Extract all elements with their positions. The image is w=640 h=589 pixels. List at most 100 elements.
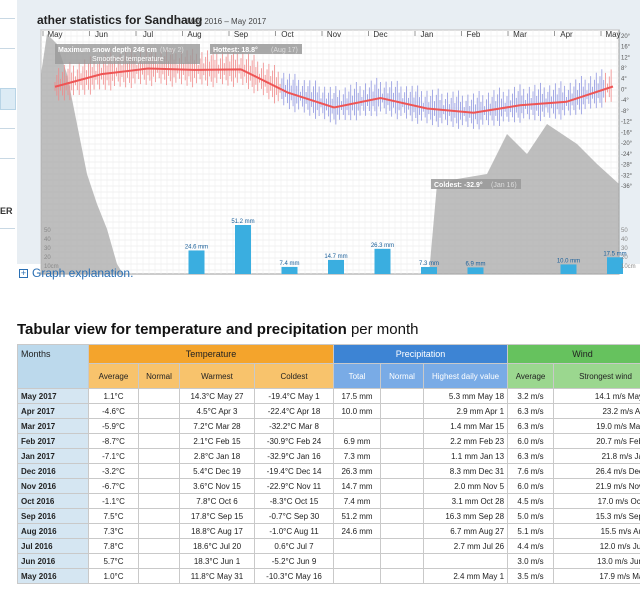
value-cell: 18.6°C Jul 20 (179, 538, 255, 554)
month-cell: Apr 2017 (17, 403, 89, 419)
value-cell: 24.6 mm (333, 523, 382, 539)
temperature-tick: 20° (621, 34, 631, 40)
table-row: Mar 2017 -5.9°C 7.2°C Mar 28 -32.2°C Mar 8 1… (17, 418, 640, 434)
month-label: Feb (467, 30, 481, 39)
sidebar-divider (0, 18, 15, 19)
sidebar-selected-item[interactable] (0, 88, 16, 110)
temperature-tick: -32° (621, 173, 633, 179)
precipitation-label: 7.4 mm (279, 261, 299, 267)
month-label: Apr (560, 30, 573, 39)
value-cell: -5.9°C (88, 418, 139, 434)
value-cell: 2.4 mm May 1 (423, 568, 509, 584)
table-row: Jun 2016 5.7°C 18.3°C Jun 1 -5.2°C Jun 9 3.0… (17, 553, 640, 569)
table-row: Jan 2017 -7.1°C 2.8°C Jan 18 -32.9°C Jan 16… (17, 448, 640, 464)
value-cell (138, 448, 180, 464)
value-cell: 4.5 m/s (507, 493, 555, 509)
value-cell (138, 463, 180, 479)
value-cell (333, 568, 382, 584)
value-cell (380, 538, 425, 554)
value-cell: 2.7 mm Jul 26 (423, 538, 509, 554)
value-cell (138, 553, 180, 569)
value-cell (380, 508, 425, 524)
value-cell (380, 448, 425, 464)
month-cell: Aug 2016 (17, 523, 89, 539)
value-cell: 8.3 mm Dec 31 (423, 463, 509, 479)
temperature-tick: -16° (621, 130, 633, 136)
value-cell: 17.8°C Sep 15 (179, 508, 255, 524)
precipitation-label: 26.3 mm (371, 243, 394, 249)
sidebar-divider (0, 128, 15, 129)
value-cell: 3.6°C Nov 15 (179, 478, 255, 494)
value-cell (380, 478, 425, 494)
value-cell (333, 538, 382, 554)
value-cell: 14.1 m/s May 16 (553, 388, 640, 404)
value-cell: 6.3 m/s (507, 418, 555, 434)
value-cell: -22.4°C Apr 18 (253, 403, 335, 419)
value-cell (333, 553, 382, 569)
sidebar-divider (0, 228, 15, 229)
graph-explanation-link[interactable]: + Graph explanation. (19, 266, 133, 280)
month-axis: May Jun Jul Aug Sep Oct Nov Dec Jan Feb Mar Apr May (42, 30, 621, 39)
value-cell (138, 493, 180, 509)
month-cell: Nov 2016 (17, 478, 89, 494)
max-snow-date: (May 2) (160, 47, 184, 54)
month-cell: Oct 2016 (17, 493, 89, 509)
table-title: Tabular view for temperature and precipi… (17, 321, 419, 338)
value-cell: 17.9 m/s May 2 (553, 568, 640, 584)
value-cell: 0.6°C Jul 7 (253, 538, 335, 554)
chart-title: ather statistics for Sandhaug (37, 13, 202, 27)
value-cell: 7.3 mm (333, 448, 382, 464)
value-cell: -8.3°C Oct 15 (253, 493, 335, 509)
value-cell (380, 418, 425, 434)
month-cell: Feb 2017 (17, 433, 89, 449)
value-cell: -10.3°C May 16 (253, 568, 335, 584)
value-cell: 3.2 m/s (507, 388, 555, 404)
value-cell (380, 433, 425, 449)
value-cell: -5.2°C Jun 9 (253, 553, 335, 569)
value-cell: -4.6°C (88, 403, 139, 419)
value-cell: 19.0 m/s Mar 14 (553, 418, 640, 434)
snow-depth-tick: 40 (621, 237, 628, 243)
temperature-tick: 12° (621, 55, 631, 61)
max-snow-label: Maximum snow depth 246 cm (58, 47, 157, 54)
value-cell: 2.1°C Feb 15 (179, 433, 255, 449)
temp-warmest-header: Warmest (179, 363, 255, 389)
precipitation-label: 51.2 mm (231, 219, 254, 225)
value-cell: 15.3 m/s Sep 29 (553, 508, 640, 524)
month-label: May (47, 30, 62, 39)
precipitation-label: 7.3 mm (419, 261, 439, 267)
value-cell: 1.0°C (88, 568, 139, 584)
temperature-tick: 16° (621, 45, 631, 51)
temperature-tick: -24° (621, 152, 633, 158)
table-row: Dec 2016 -3.2°C 5.4°C Dec 19 -19.4°C Dec 14… (17, 463, 640, 479)
value-cell: -19.4°C Dec 14 (253, 463, 335, 479)
month-label: Aug (187, 30, 201, 39)
monthly-statistics-table: Months Temperature Precipitation Wind Av… (17, 344, 640, 584)
table-row: Nov 2016 -6.7°C 3.6°C Nov 15 -22.9°C Nov 11… (17, 478, 640, 494)
month-label: Dec (373, 30, 387, 39)
month-label: Sep (234, 30, 249, 39)
precipitation-axis: 50 50 40 40 30 30 20 20 10cm 10cm (44, 228, 636, 270)
value-cell (138, 418, 180, 434)
precipitation-label: 6.9 mm (465, 261, 485, 267)
value-cell: 7.6 m/s (507, 463, 555, 479)
value-cell: 14.7 mm (333, 478, 382, 494)
wind-header: Wind (507, 344, 640, 364)
table-title-bold: Tabular view for temperature and precipi… (17, 321, 347, 338)
value-cell (138, 538, 180, 554)
table-row: Apr 2017 -4.6°C 4.5°C Apr 3 -22.4°C Apr 18 1… (17, 403, 640, 419)
temperature-axis: 20° 16° 12° 8° 4° 0° -4° -8° -12° -16° -20° -24° -28… (621, 34, 633, 190)
value-cell: 5.7°C (88, 553, 139, 569)
value-cell: 7.3°C (88, 523, 139, 539)
value-cell (380, 493, 425, 509)
snow-depth-tick: 30 (621, 246, 628, 252)
value-cell (138, 388, 180, 404)
temp-normal-header: Normal (138, 363, 180, 389)
value-cell (138, 478, 180, 494)
precipitation-tick: 10cm (44, 264, 59, 270)
value-cell: 21.9 m/s Nov 26 (553, 478, 640, 494)
precipitation-bar (328, 259, 344, 274)
value-cell: 7.5°C (88, 508, 139, 524)
